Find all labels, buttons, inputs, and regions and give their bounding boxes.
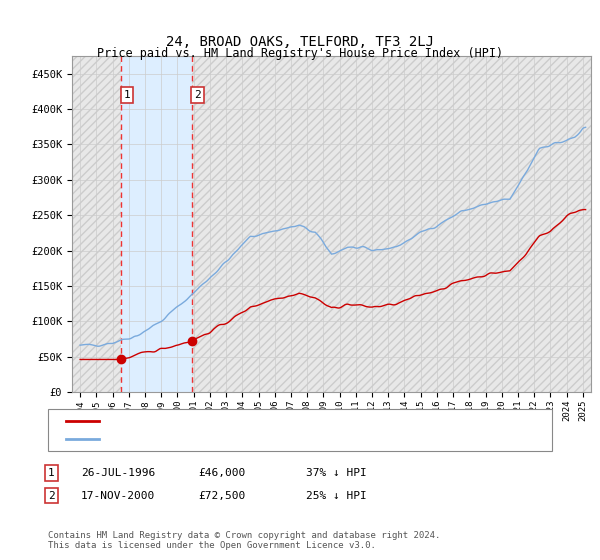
Text: 17-NOV-2000: 17-NOV-2000	[81, 491, 155, 501]
Text: 24, BROAD OAKS, TELFORD, TF3 2LJ (detached house): 24, BROAD OAKS, TELFORD, TF3 2LJ (detach…	[103, 416, 409, 426]
Text: HPI: Average price, detached house, Telford and Wrekin: HPI: Average price, detached house, Telf…	[103, 434, 440, 444]
Text: 1: 1	[124, 90, 131, 100]
Text: Price paid vs. HM Land Registry's House Price Index (HPI): Price paid vs. HM Land Registry's House …	[97, 46, 503, 60]
Text: 37% ↓ HPI: 37% ↓ HPI	[306, 468, 367, 478]
Text: 2: 2	[48, 491, 55, 501]
Text: 26-JUL-1996: 26-JUL-1996	[81, 468, 155, 478]
Text: 25% ↓ HPI: 25% ↓ HPI	[306, 491, 367, 501]
Bar	[72, 56, 121, 392]
Text: 24, BROAD OAKS, TELFORD, TF3 2LJ: 24, BROAD OAKS, TELFORD, TF3 2LJ	[166, 35, 434, 49]
Text: 2: 2	[194, 90, 201, 100]
Bar	[191, 56, 591, 392]
Text: £72,500: £72,500	[198, 491, 245, 501]
Bar	[121, 56, 191, 392]
Text: 1: 1	[48, 468, 55, 478]
Text: Contains HM Land Registry data © Crown copyright and database right 2024.
This d: Contains HM Land Registry data © Crown c…	[48, 531, 440, 550]
Text: £46,000: £46,000	[198, 468, 245, 478]
